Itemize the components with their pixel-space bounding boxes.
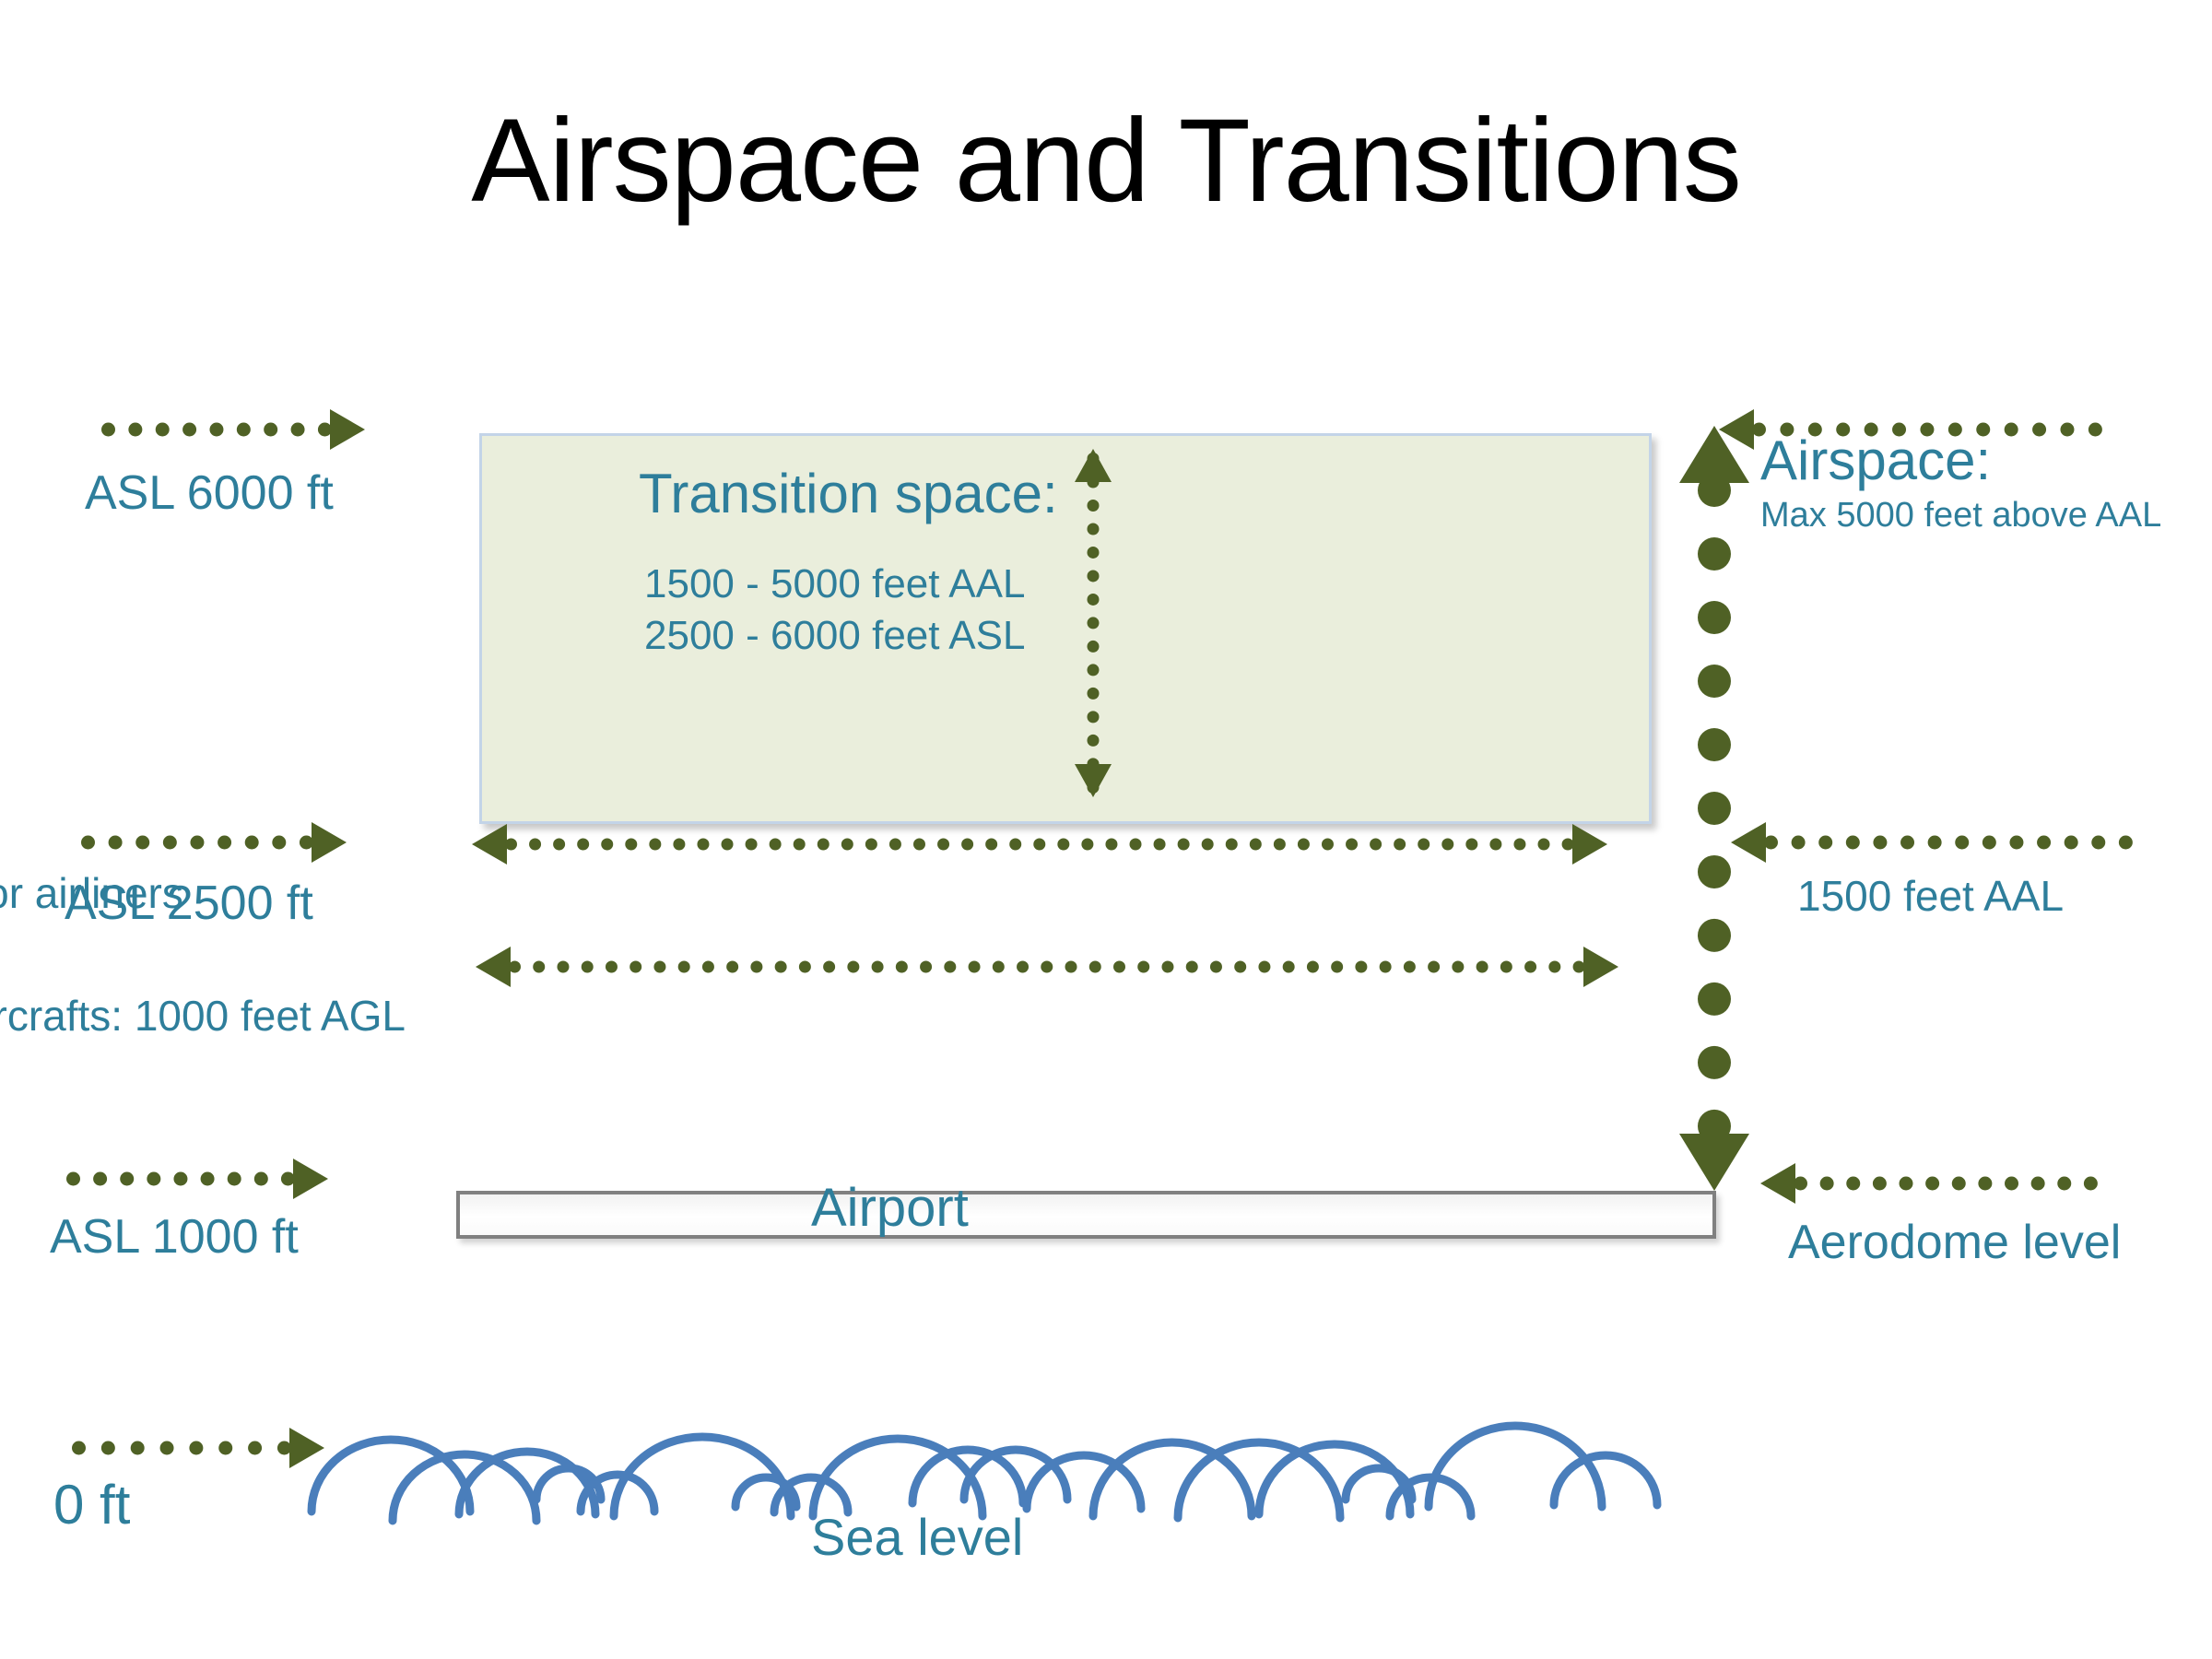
- arrowhead-down-icon: [1679, 1134, 1749, 1191]
- dotted-line: [101, 422, 332, 437]
- dotted-line: [505, 838, 1574, 851]
- airspace-vertical-extent-arrow: [1679, 426, 1749, 1191]
- dotted-line-vertical: [1087, 453, 1100, 794]
- arrowhead-left-icon: [476, 947, 511, 987]
- page-title: Airspace and Transitions: [471, 95, 1742, 227]
- arrowhead-right-icon: [1583, 947, 1618, 987]
- transition-space-vertical-arrow: [1075, 449, 1112, 797]
- arrowhead-right-icon: [312, 822, 347, 863]
- arrowhead-right-icon: [289, 1428, 324, 1468]
- dotted-line: [81, 835, 313, 850]
- transition-space-asl-range: 2500 - 6000 feet ASL: [644, 613, 1026, 658]
- arrowhead-right-icon: [293, 1159, 328, 1199]
- aerodome-callout-arrow: [1760, 1163, 2120, 1204]
- arrowhead-left-icon: [1731, 822, 1766, 863]
- transition-space-box: Transition space: 1500 - 5000 feet AAL 2…: [479, 433, 1652, 824]
- arrowhead-right-icon: [1572, 824, 1607, 865]
- aal-1500-callout-arrow: [1731, 822, 2136, 863]
- sea-level-label: Sea level: [811, 1508, 1024, 1566]
- scale-arrow-6000: [101, 409, 369, 450]
- arrowhead-down-icon: [1075, 764, 1112, 797]
- pattern-level-propeller-arrow: [476, 947, 1618, 987]
- arrowhead-right-icon: [330, 409, 365, 450]
- right-label-airspace-heading: Airspace:: [1760, 429, 1992, 491]
- arrowhead-left-icon: [1760, 1163, 1795, 1204]
- airspace-callout-arrow: [1719, 409, 2106, 450]
- dotted-line: [72, 1441, 291, 1455]
- dotted-line: [1752, 422, 2102, 437]
- pattern-altitude-airliners-label: Pattern altitude for airliners: [0, 869, 183, 917]
- right-label-airspace-sub: Max 5000 feet above AAL: [1760, 496, 2162, 535]
- airport-label: Airport: [811, 1178, 969, 1238]
- scale-arrow-0ft: [72, 1428, 335, 1468]
- dotted-line-vertical: [1698, 474, 1731, 1143]
- pattern-level-propeller-label: Pattern level for propeller aircrafts: 1…: [0, 992, 406, 1040]
- arrowhead-up-icon: [1075, 449, 1112, 482]
- transition-space-heading: Transition space:: [639, 463, 1058, 524]
- arrowhead-left-icon: [472, 824, 507, 865]
- dotted-line: [1794, 1176, 2098, 1191]
- pattern-altitude-airliners-arrow: [472, 824, 1607, 865]
- left-label-asl-6000: ASL 6000 ft: [85, 466, 334, 520]
- scale-arrow-1000: [66, 1159, 334, 1199]
- right-label-1500-aal: 1500 feet AAL: [1797, 872, 2065, 920]
- left-label-asl-1000: ASL 1000 ft: [50, 1210, 299, 1264]
- dotted-line: [509, 960, 1585, 973]
- left-label-0ft: 0 ft: [53, 1474, 131, 1535]
- transition-space-aal-range: 1500 - 5000 feet AAL: [644, 561, 1026, 606]
- airport-bar: [456, 1191, 1716, 1239]
- right-label-aerodome-level: Aerodome level: [1788, 1216, 2122, 1269]
- dotted-line: [66, 1171, 295, 1186]
- dotted-line: [1764, 835, 2133, 850]
- sea-waves: [307, 1421, 1662, 1525]
- arrowhead-left-icon: [1719, 409, 1754, 450]
- scale-arrow-2500: [81, 822, 358, 863]
- left-label-asl-2500: ASL 2500 ft: [65, 877, 313, 930]
